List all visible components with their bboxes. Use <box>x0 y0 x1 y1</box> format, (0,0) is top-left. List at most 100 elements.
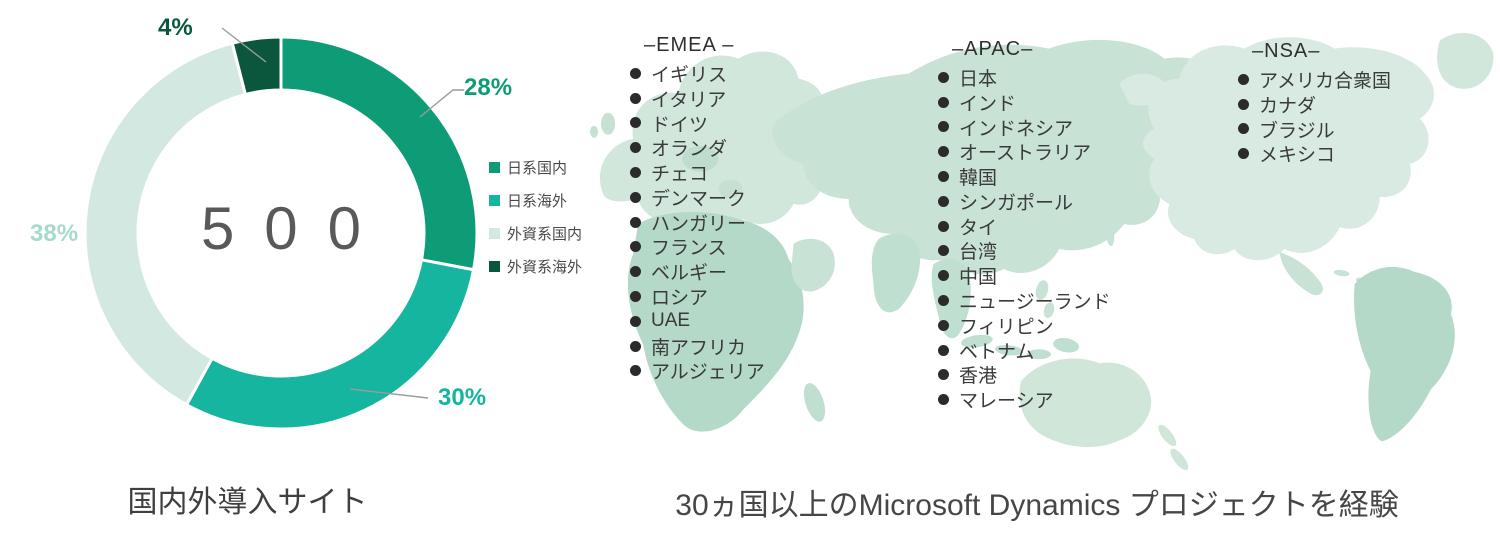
country-label: 日本 <box>959 68 998 90</box>
country-label: イギリス <box>651 64 728 86</box>
region-title-nsa: –NSA– <box>1252 40 1321 62</box>
country-item: イギリス <box>630 61 765 86</box>
country-label: ニュージーランド <box>959 292 1111 314</box>
bullet-icon <box>630 241 641 253</box>
bullet-icon <box>630 216 641 228</box>
map-indonesia-2 <box>994 345 1023 356</box>
legend-label: 外資系国内 <box>507 226 583 243</box>
country-label: マレーシア <box>959 391 1054 413</box>
country-item: マレーシア <box>938 387 1111 412</box>
map-africa <box>627 211 804 432</box>
country-label: 韓国 <box>959 168 998 190</box>
map-new-zealand-2 <box>1170 448 1189 471</box>
map-caption: 30ヵ国以上のMicrosoft Dynamics プロジェクトを経験 <box>675 489 1399 522</box>
country-item: ロシア <box>630 284 765 309</box>
bullet-icon <box>938 344 949 356</box>
country-item: UAE <box>630 309 765 334</box>
map-indonesia-1 <box>960 334 993 348</box>
map-india <box>871 233 921 313</box>
country-label: 台湾 <box>959 242 998 264</box>
country-item: アメリカ合衆国 <box>1238 67 1391 92</box>
country-item: 南アフリカ <box>630 334 765 359</box>
country-label: ベトナム <box>959 341 1035 363</box>
country-label: 香港 <box>959 366 998 388</box>
map-europe-shade1 <box>682 145 719 172</box>
country-item: シンガポール <box>938 189 1111 214</box>
country-item: 香港 <box>938 363 1111 388</box>
legend-swatch-icon <box>489 162 500 173</box>
country-list-emea: イギリス イタリア ドイツ オランダ チェコ デンマーク ハンガリー フランス ベルギー ロシア U… <box>630 61 765 383</box>
country-label: インド <box>959 93 1017 115</box>
bullet-icon <box>938 220 949 232</box>
bullet-icon <box>938 96 949 108</box>
bullet-icon <box>1238 123 1249 135</box>
country-item: インド <box>938 90 1111 115</box>
bullet-icon <box>938 195 949 207</box>
country-item: 台湾 <box>938 239 1111 264</box>
bullet-icon <box>630 92 641 104</box>
map-philippines-1 <box>1035 280 1049 300</box>
map-japan-1 <box>1084 167 1106 195</box>
country-item: 韓国 <box>938 164 1111 189</box>
map-europe-shade2 <box>718 179 743 198</box>
map-south-america <box>1354 266 1455 442</box>
country-label: メキシコ <box>1259 145 1336 167</box>
country-item: インドネシア <box>938 115 1111 140</box>
leader-line-4pct <box>221 27 267 63</box>
world-map <box>590 32 1494 471</box>
donut-center-value: 500 <box>200 195 392 262</box>
donut-slice-日系海外 <box>185 258 476 431</box>
bullet-icon <box>1238 148 1249 160</box>
country-item: メキシコ <box>1238 141 1391 166</box>
country-list-nsa: アメリカ合衆国 カナダ ブラジル メキシコ <box>1238 67 1391 166</box>
map-madagascar <box>803 383 826 422</box>
legend-swatch-icon <box>489 261 500 272</box>
country-item: チェコ <box>630 160 765 185</box>
bullet-icon <box>938 369 949 381</box>
donut-legend: 日系国内日系海外外資系国内外資系海外 <box>489 157 582 277</box>
country-label: フィリピン <box>959 316 1054 338</box>
country-label: タイ <box>959 217 998 239</box>
country-label: ドイツ <box>651 114 709 136</box>
map-asia <box>772 39 1232 275</box>
bullet-icon <box>630 191 641 203</box>
country-item: 日本 <box>938 65 1111 90</box>
region-list-emea: –EMEA – イギリス イタリア ドイツ オランダ チェコ デンマーク ハンガリー フランス… <box>630 34 765 383</box>
bullet-icon <box>630 340 641 352</box>
legend-label: 日系海外 <box>507 193 568 210</box>
map-ireland <box>590 125 599 138</box>
bullet-icon <box>630 315 641 327</box>
bullet-icon <box>1238 98 1249 110</box>
donut-slices <box>83 35 479 431</box>
legend-item: 外資系海外 <box>489 256 582 277</box>
country-label: ハンガリー <box>651 213 747 235</box>
legend-label: 外資系海外 <box>507 259 583 276</box>
legend-item: 日系国内 <box>489 157 582 178</box>
leader-line-30pct <box>349 388 429 399</box>
map-uk <box>601 112 616 135</box>
country-item: ニュージーランド <box>938 288 1111 313</box>
country-label: オーストラリア <box>959 143 1092 165</box>
pct-label-foreign-overseas: 4% <box>158 14 193 41</box>
bullet-icon <box>630 142 641 154</box>
bullet-icon <box>938 295 949 307</box>
country-item: 中国 <box>938 263 1111 288</box>
leader-line-28pct <box>419 89 464 118</box>
map-central-america <box>1279 252 1323 296</box>
bullet-icon <box>938 319 949 331</box>
country-item: デンマーク <box>630 185 765 210</box>
region-title-apac: –APAC– <box>952 38 1034 60</box>
country-label: デンマーク <box>651 188 747 210</box>
country-label: UAE <box>651 310 691 332</box>
country-label: カナダ <box>1259 95 1317 117</box>
country-list-apac: 日本インド インドネシア オーストラリア 韓国 シンガポールタイ台湾 中国ニュージーランド… <box>938 65 1111 412</box>
donut-slice-外資系国内 <box>83 41 247 407</box>
country-label: オランダ <box>651 139 728 161</box>
donut-svg <box>83 27 479 431</box>
map-greenland <box>1437 32 1494 89</box>
legend-swatch-icon <box>489 195 500 206</box>
region-list-nsa: –NSA– アメリカ合衆国 カナダ ブラジル メキシコ <box>1238 40 1391 166</box>
map-alaska <box>1119 73 1170 106</box>
map-new-zealand-1 <box>1158 424 1177 447</box>
